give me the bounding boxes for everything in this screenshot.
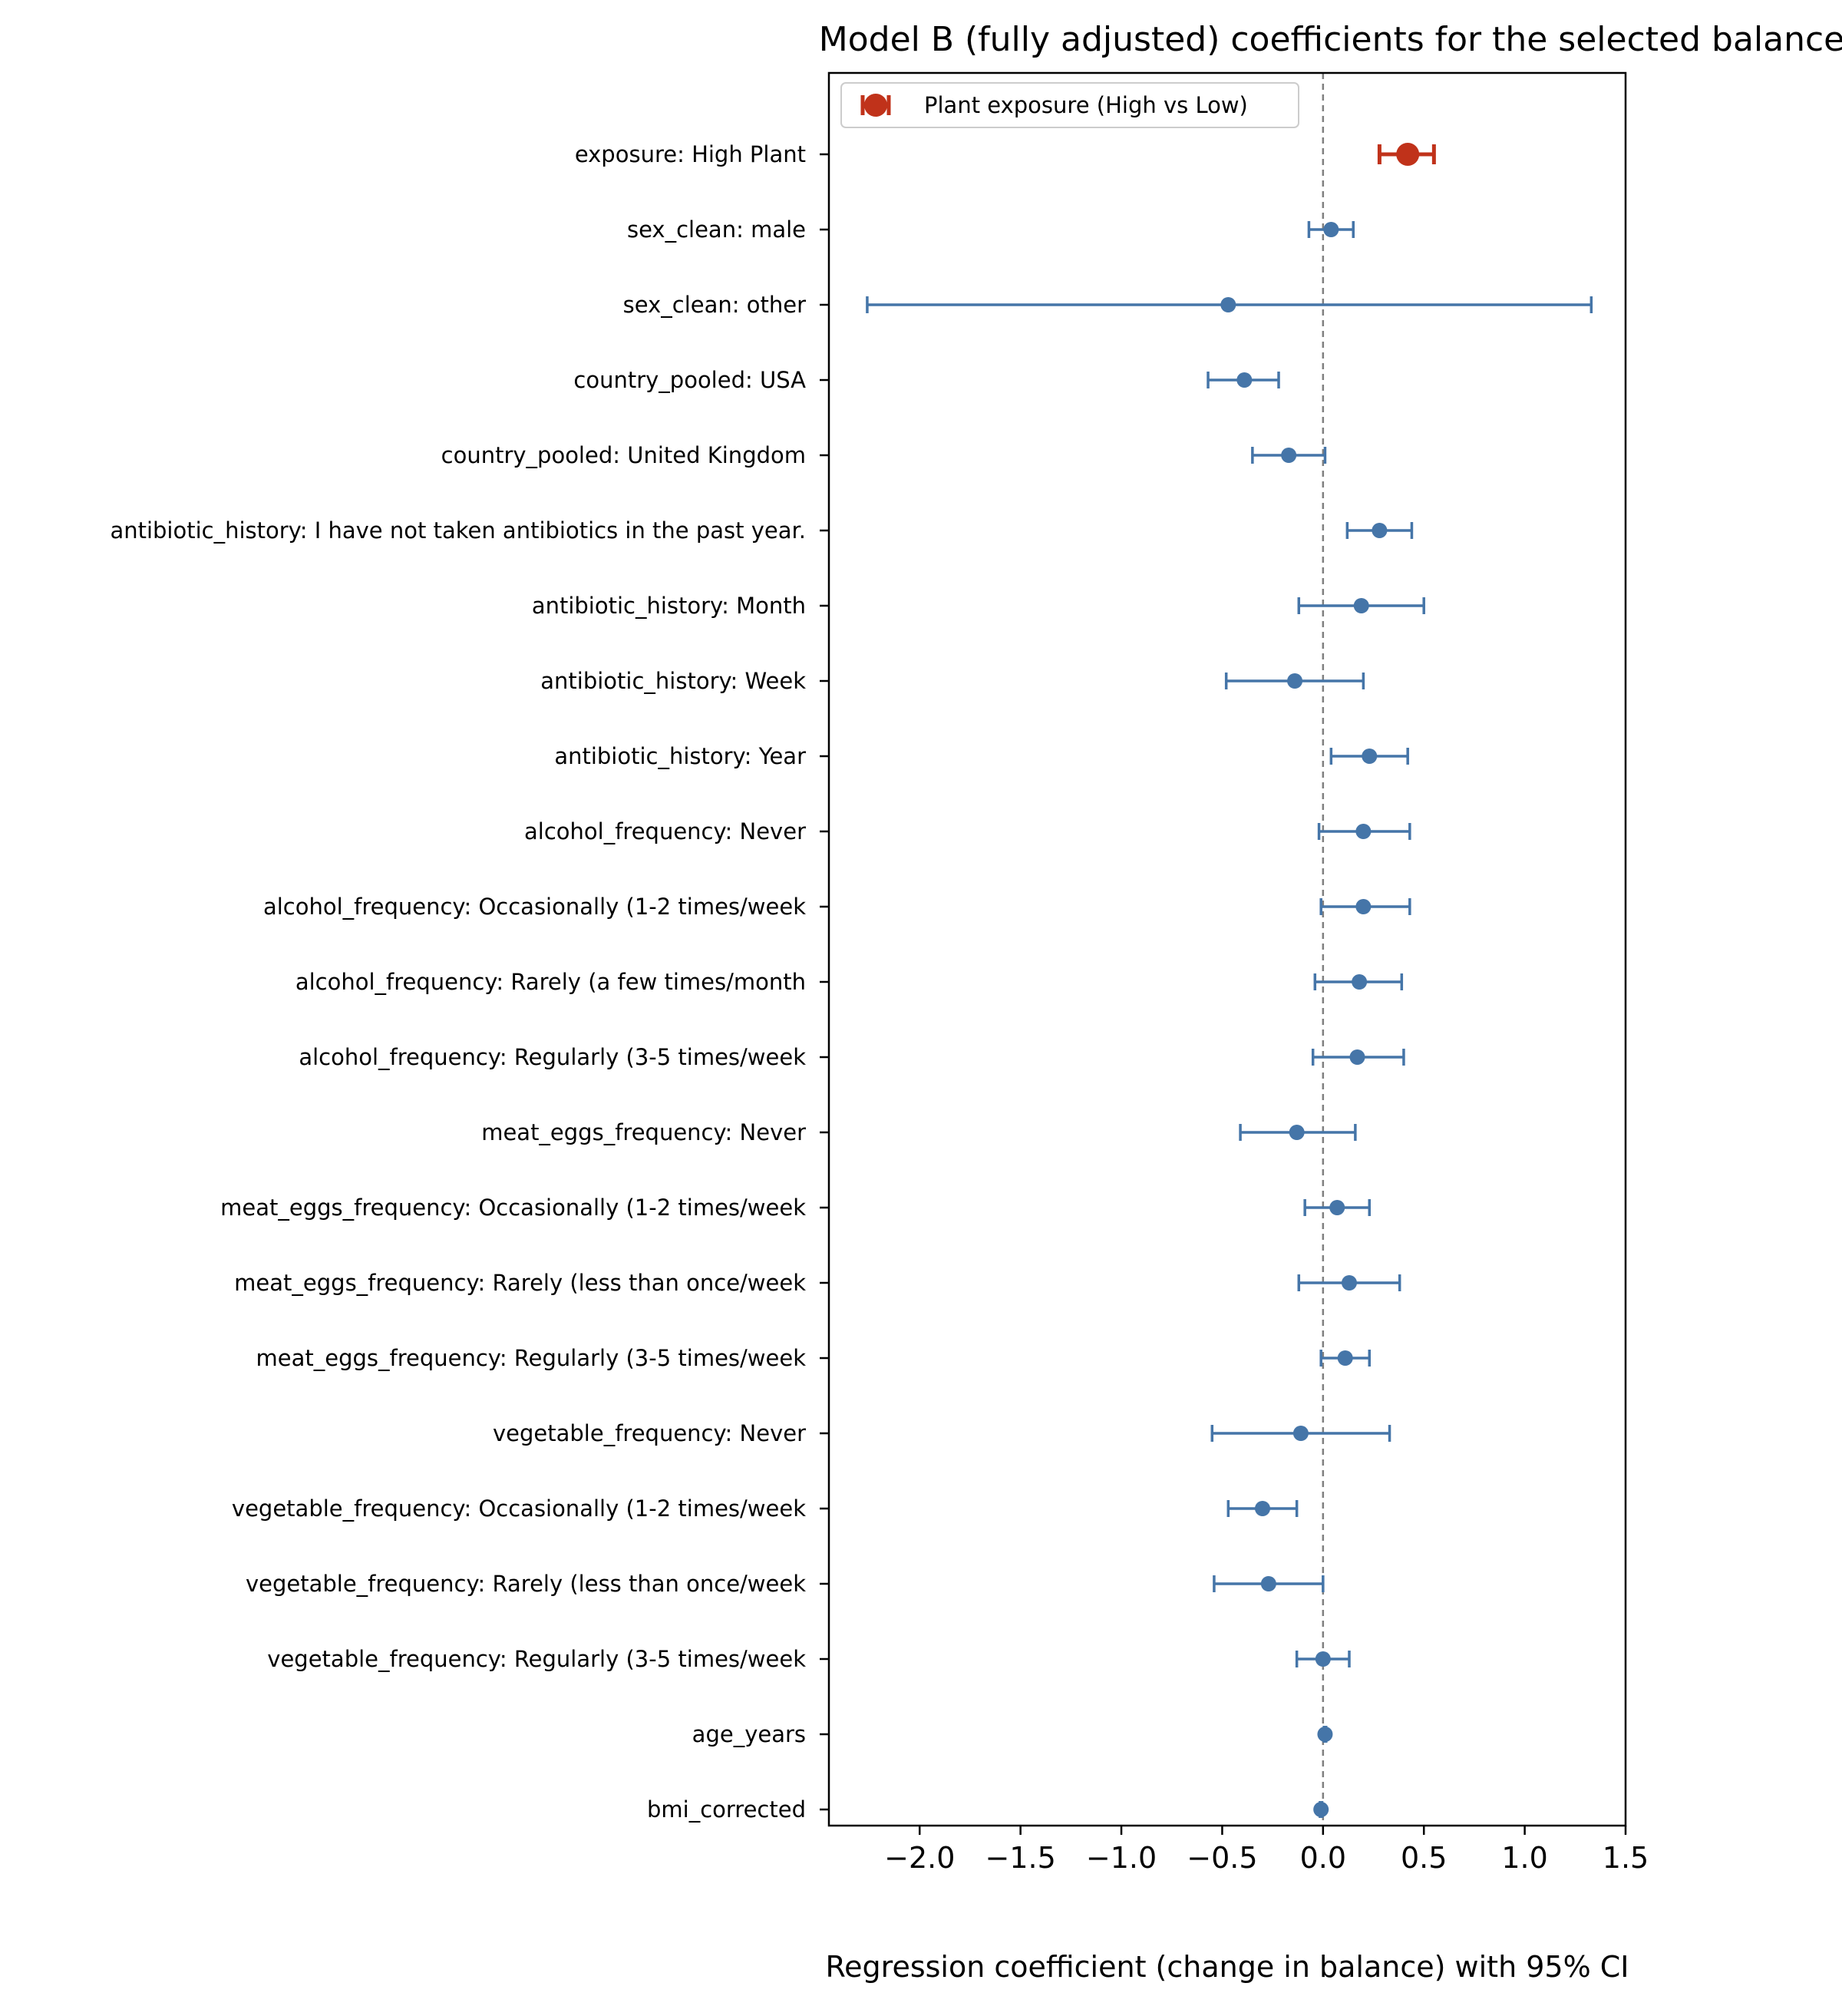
term-row	[1313, 1801, 1329, 1818]
legend-label: Plant exposure (High vs Low)	[924, 92, 1248, 118]
coefficient-point	[1315, 1651, 1331, 1667]
term-row	[1329, 748, 1409, 765]
x-tick-label: 1.5	[1603, 1841, 1649, 1875]
coefficient-point	[1329, 1200, 1345, 1215]
category-label: sex_clean: other	[623, 292, 806, 318]
x-tick-label: −2.0	[884, 1841, 955, 1875]
data-marks	[866, 143, 1593, 1818]
coefficient-point	[1352, 974, 1368, 990]
category-label: meat_eggs_frequency: Never	[481, 1119, 806, 1145]
coefficient-point	[1281, 448, 1297, 463]
coefficient-point	[1353, 598, 1369, 613]
category-label: meat_eggs_frequency: Rarely (less than o…	[234, 1270, 806, 1296]
x-axis-label: Regression coefficient (change in balanc…	[825, 1950, 1629, 1984]
category-label: country_pooled: USA	[573, 367, 806, 393]
coefficient-point	[1292, 1426, 1309, 1441]
term-row	[1317, 1726, 1333, 1743]
term-row	[1226, 1500, 1299, 1517]
term-row	[1313, 973, 1404, 990]
chart-title: Model B (fully adjusted) coefficients fo…	[819, 20, 1842, 59]
category-label: exposure: High Plant	[575, 141, 806, 167]
legend: Plant exposure (High vs Low)	[840, 82, 1299, 128]
category-label: sex_clean: male	[627, 216, 806, 243]
term-row	[1307, 221, 1355, 238]
category-label: country_pooled: United Kingdom	[441, 442, 806, 468]
coefficient-point	[1313, 1802, 1329, 1817]
term-row	[1251, 447, 1327, 464]
term-row	[1224, 673, 1365, 689]
category-label: antibiotic_history: Week	[540, 668, 806, 694]
exposure-point	[1396, 143, 1420, 166]
term-row	[1319, 898, 1411, 915]
coefficient-point	[1289, 1125, 1305, 1140]
legend-marker	[860, 94, 891, 117]
x-tick-label: −1.5	[985, 1841, 1056, 1875]
term-row	[1319, 1350, 1372, 1367]
category-label: meat_eggs_frequency: Occasionally (1-2 t…	[220, 1195, 806, 1221]
category-label: vegetable_frequency: Rarely (less than o…	[246, 1571, 806, 1597]
plot-frame	[827, 71, 1627, 1827]
term-row	[1297, 597, 1425, 614]
term-row	[1207, 372, 1280, 388]
term-row	[866, 296, 1593, 313]
category-label: age_years	[692, 1721, 806, 1747]
term-row	[1317, 823, 1411, 840]
coefficient-point	[1372, 523, 1388, 538]
category-label: antibiotic_history: Year	[554, 743, 806, 769]
category-label: alcohol_frequency: Regularly (3-5 times/…	[299, 1044, 806, 1070]
legend-point	[864, 94, 887, 117]
coefficient-point	[1260, 1576, 1276, 1591]
coefficient-point	[1349, 1049, 1365, 1065]
coefficient-point	[1323, 222, 1339, 237]
coefficient-point	[1341, 1275, 1357, 1291]
category-label: vegetable_frequency: Regularly (3-5 time…	[267, 1646, 806, 1672]
term-row	[1311, 1049, 1405, 1066]
term-row	[1345, 522, 1414, 539]
x-tick-label: 0.5	[1401, 1841, 1447, 1875]
category-label: vegetable_frequency: Never	[493, 1420, 806, 1446]
x-tick-label: 0.0	[1300, 1841, 1346, 1875]
category-label: meat_eggs_frequency: Regularly (3-5 time…	[256, 1345, 807, 1371]
category-label: antibiotic_history: Month	[532, 593, 806, 619]
category-label: alcohol_frequency: Rarely (a few times/m…	[295, 969, 806, 995]
category-label: vegetable_frequency: Occasionally (1-2 t…	[232, 1495, 806, 1522]
x-tick-label: −0.5	[1187, 1841, 1257, 1875]
category-label: alcohol_frequency: Occasionally (1-2 tim…	[263, 894, 806, 920]
category-label: alcohol_frequency: Never	[524, 818, 806, 844]
term-row	[1295, 1651, 1351, 1667]
x-tick-label: 1.0	[1501, 1841, 1547, 1875]
term-row	[1239, 1124, 1357, 1141]
coefficient-point	[1287, 673, 1303, 689]
term-row	[1303, 1199, 1372, 1216]
y-axis-category-labels: exposure: High Plant sex_clean: male sex_c…	[110, 141, 829, 1823]
term-row	[1297, 1274, 1401, 1291]
coefficient-point	[1236, 372, 1253, 388]
coefficient-point	[1362, 749, 1378, 764]
x-axis: −2.0 −1.5 −1.0 −0.5 0.0 0.5 1.0 1.5	[884, 1826, 1649, 1875]
term-row	[1377, 143, 1436, 166]
coefficient-point	[1355, 899, 1372, 914]
coefficient-point	[1337, 1350, 1353, 1366]
coefficient-point	[1254, 1501, 1270, 1516]
category-label: antibiotic_history: I have not taken ant…	[110, 517, 806, 544]
coefficient-point	[1317, 1727, 1333, 1742]
term-row	[1210, 1425, 1391, 1442]
coefficient-point	[1355, 824, 1372, 839]
coefficient-point	[1220, 297, 1236, 312]
category-label: bmi_corrected	[647, 1796, 806, 1823]
legend-box	[840, 82, 1299, 128]
x-tick-label: −1.0	[1086, 1841, 1157, 1875]
term-row	[1213, 1575, 1325, 1592]
